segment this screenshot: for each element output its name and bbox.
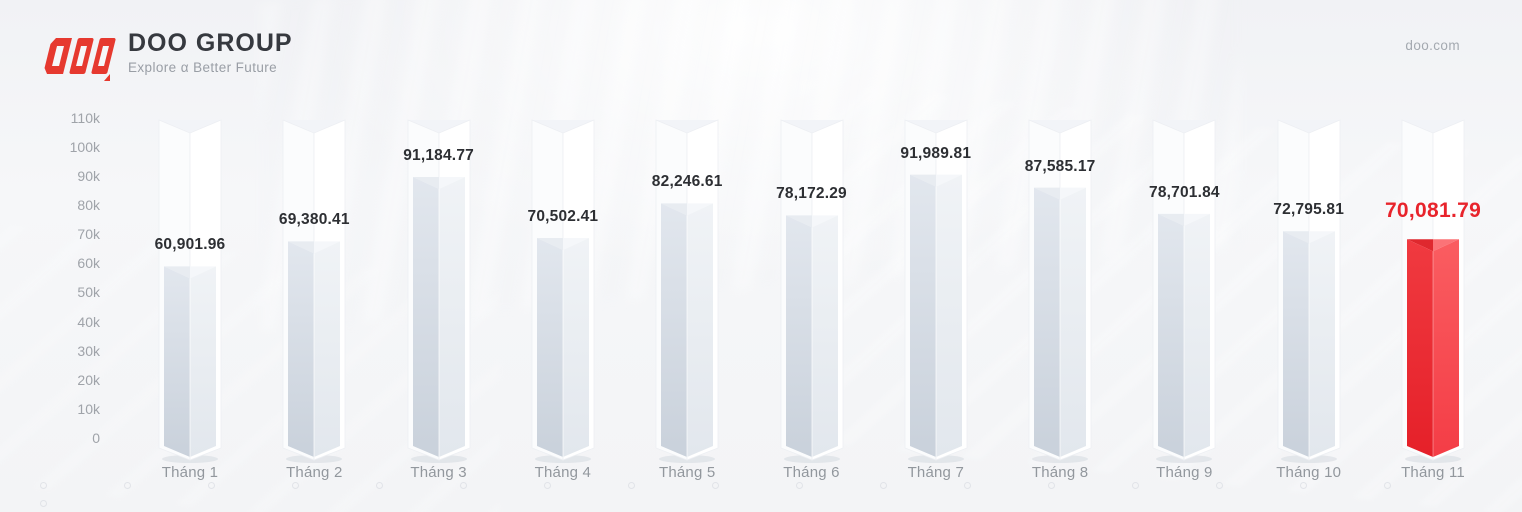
y-tick-label: 20k	[77, 371, 100, 388]
x-tick-label: Tháng 4	[534, 464, 592, 481]
bar-prism	[1028, 119, 1092, 463]
y-tick-label: 70k	[77, 226, 100, 243]
y-tick-label: 50k	[77, 284, 100, 301]
bar-prism	[407, 119, 470, 463]
brand-tagline: Explore α Better Future	[128, 60, 278, 75]
y-tick-label: 90k	[77, 167, 100, 184]
background-dot-row	[40, 476, 1500, 507]
x-tick-label: Tháng 11	[1401, 464, 1465, 481]
y-tick-label: 100k	[69, 138, 100, 155]
bar-prism	[655, 119, 719, 463]
value-label: 70,081.79	[1384, 199, 1482, 223]
y-tick-label: 80k	[77, 197, 100, 214]
value-label: 72,795.81	[1273, 201, 1345, 219]
bar-prism	[1277, 119, 1341, 463]
bar-prism	[780, 119, 843, 463]
website-url: doo.com	[1405, 38, 1460, 53]
x-tick-label: Tháng 8	[1031, 464, 1089, 481]
value-label: 87,585.17	[1024, 157, 1096, 175]
bar-prism	[904, 119, 968, 463]
bar-prism	[531, 119, 595, 463]
bar-prism	[1152, 119, 1216, 463]
y-tick-label: 0	[92, 430, 100, 446]
value-label: 91,989.81	[900, 144, 972, 162]
x-tick-label: Tháng 9	[1156, 464, 1213, 481]
bar-prism	[158, 119, 222, 463]
value-label: 78,172.29	[776, 185, 847, 203]
y-tick-label: 30k	[77, 342, 100, 359]
x-tick-label: Tháng 3	[410, 464, 467, 481]
y-tick-label: 60k	[77, 255, 100, 272]
bar-prism	[1401, 119, 1465, 463]
y-tick-label: 110k	[70, 109, 100, 126]
brand-name: DOO GROUP	[128, 29, 293, 57]
bar-prism	[282, 119, 346, 463]
x-tick-label: Tháng 10	[1276, 464, 1342, 481]
value-label: 60,901.96	[154, 236, 226, 254]
brand-text: DOO GROUP Explore α Better Future	[128, 29, 293, 76]
x-tick-label: Tháng 7	[907, 464, 965, 481]
y-tick-label: 10k	[77, 400, 100, 417]
value-label: 70,502.41	[527, 208, 599, 226]
header: DOO GROUP Explore α Better Future	[42, 30, 293, 82]
x-tick-label: Tháng 5	[658, 464, 716, 481]
y-tick-label: 40k	[77, 313, 100, 330]
value-label: 82,246.61	[651, 173, 723, 191]
x-tick-label: Tháng 2	[286, 464, 343, 481]
x-tick-label: Tháng 6	[783, 464, 840, 481]
doo-group-logo-icon	[44, 38, 116, 81]
value-label: 78,701.84	[1149, 183, 1220, 201]
x-tick-label: Tháng 1	[161, 464, 219, 481]
value-label: 91,184.77	[403, 147, 474, 164]
value-label: 69,380.41	[278, 211, 350, 229]
